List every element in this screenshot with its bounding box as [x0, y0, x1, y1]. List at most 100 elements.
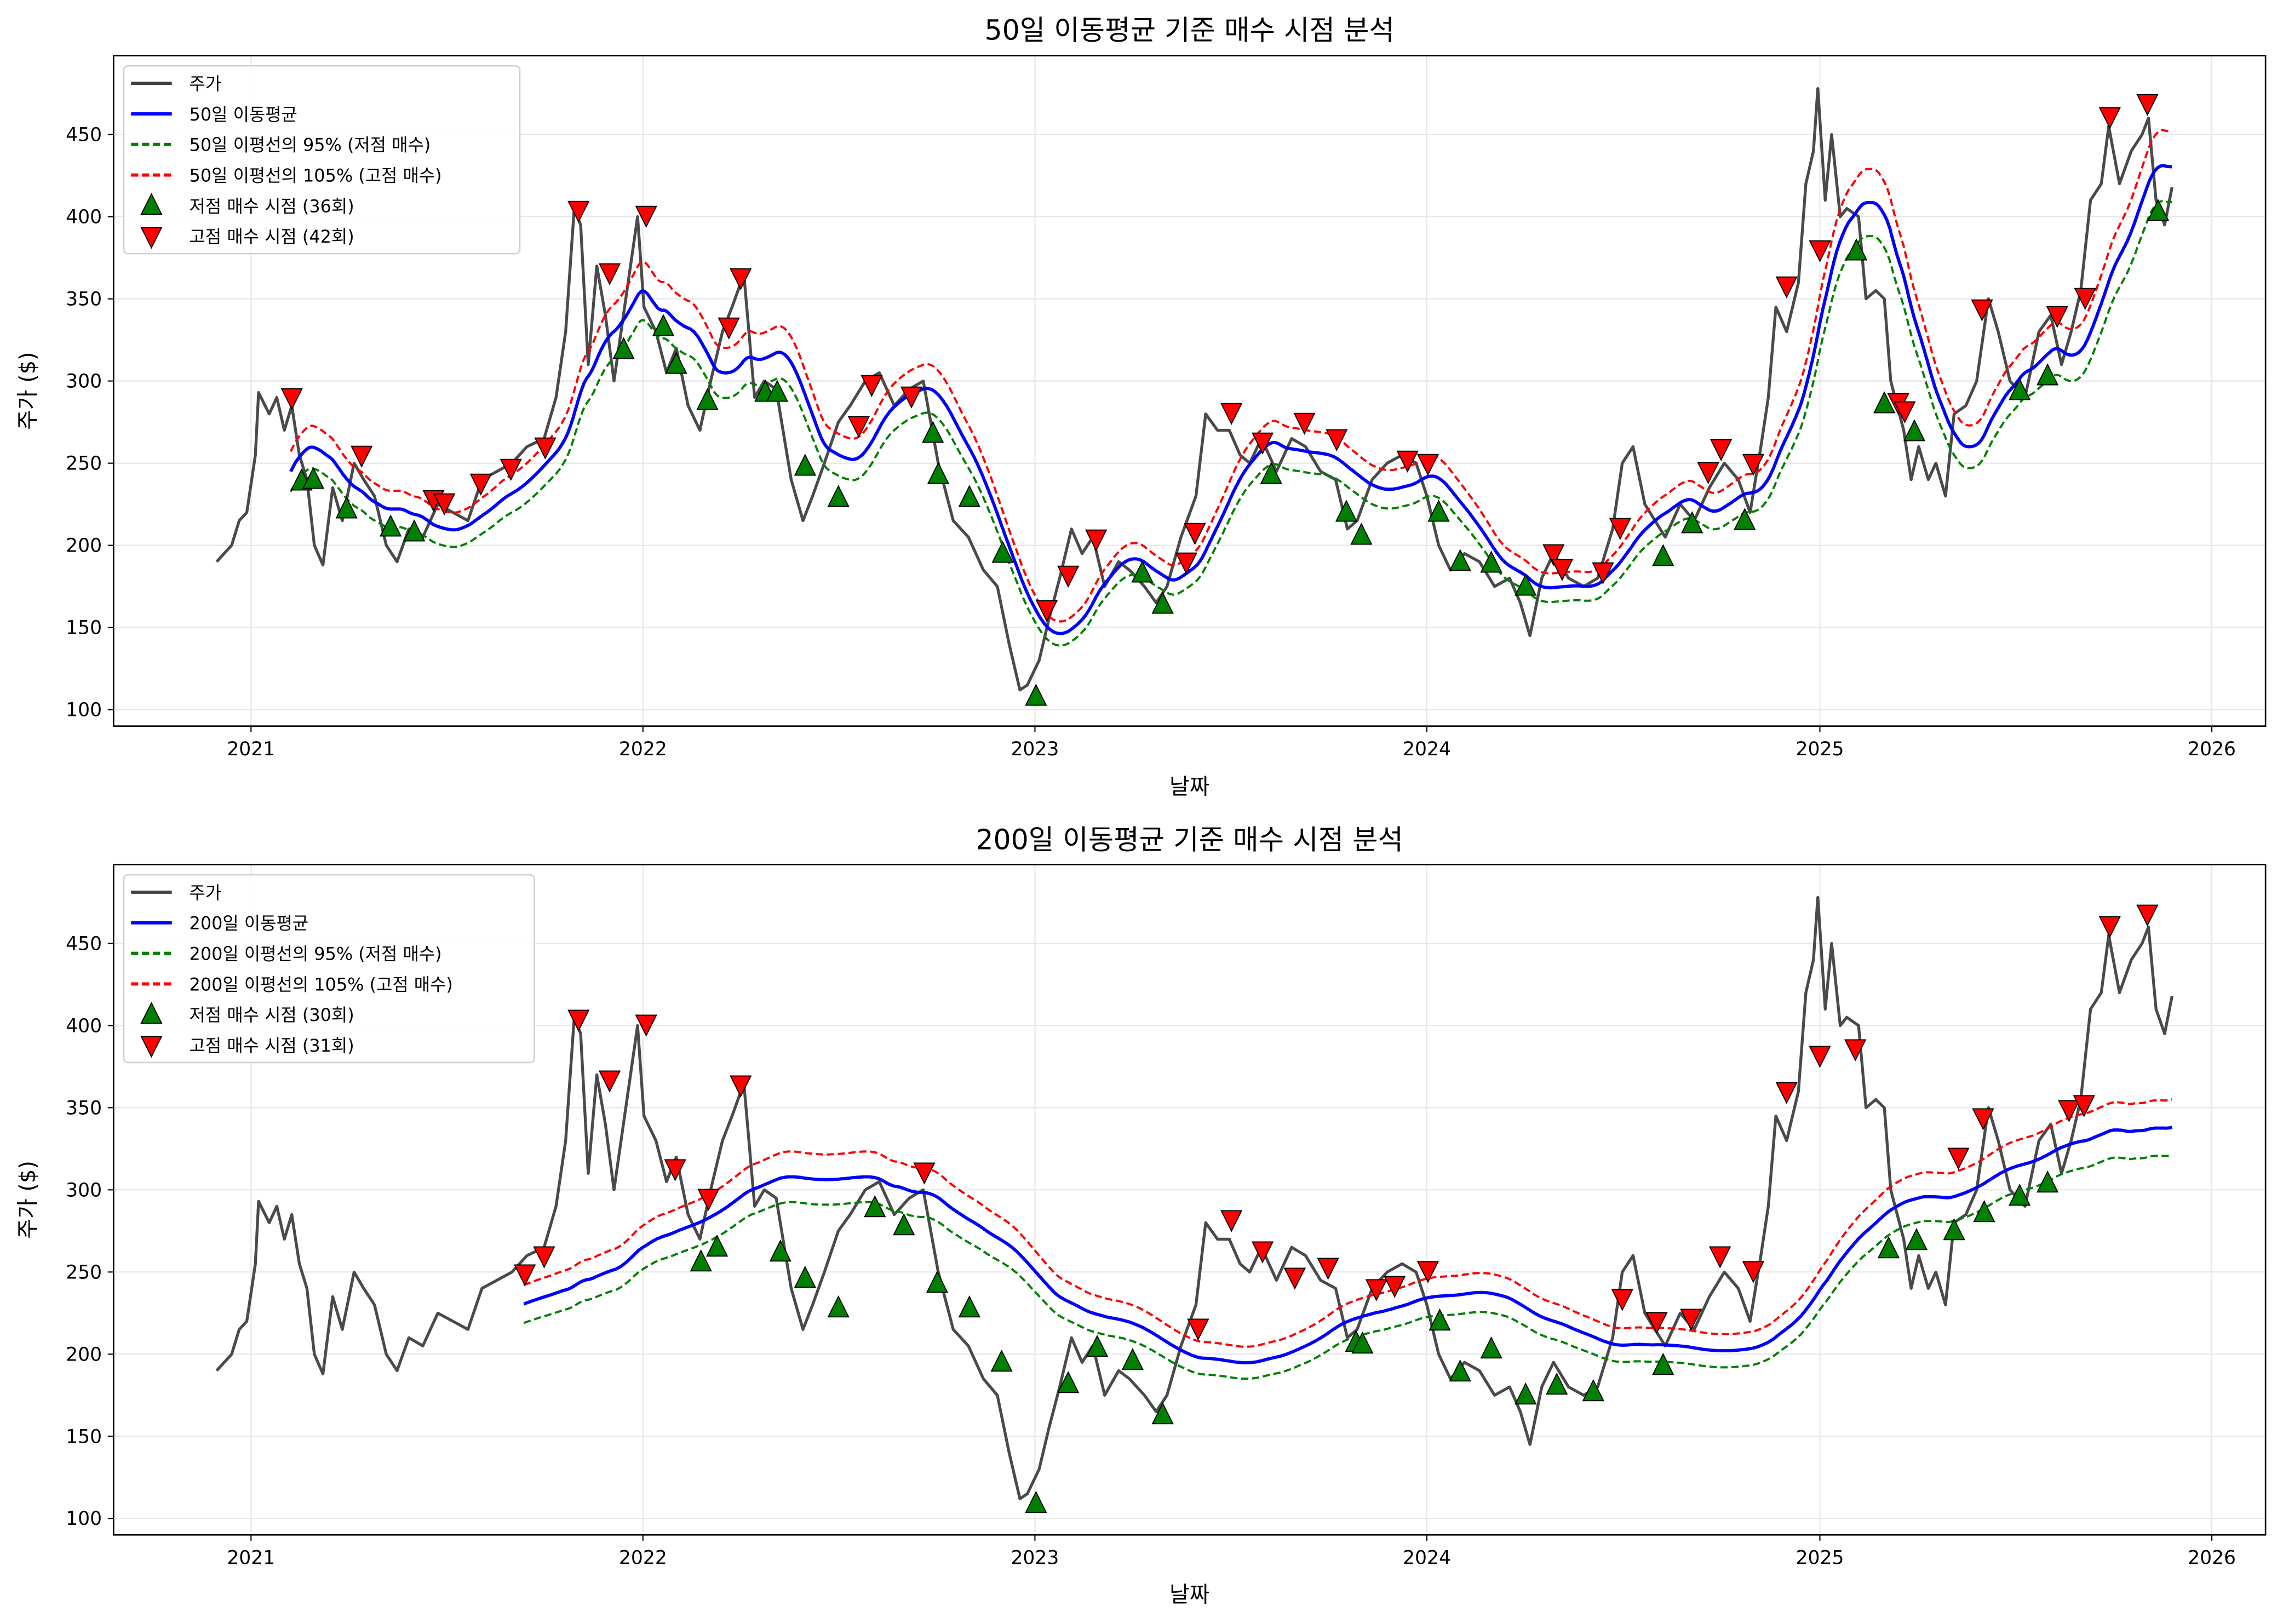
high-buy-marker — [1317, 1258, 1339, 1280]
high-buy-marker — [1971, 299, 1993, 322]
legend-ma: 200일 이동평균 — [131, 913, 308, 934]
high-buy-marker — [1057, 565, 1080, 588]
triangle-down-icon — [140, 227, 163, 249]
low-buy-marker — [1350, 523, 1373, 545]
lower-band-line — [290, 200, 2172, 647]
triangle-up-icon — [140, 193, 163, 215]
high-buy-marker — [567, 1009, 590, 1032]
high-buy-marker — [1775, 276, 1798, 299]
high-buy-marker — [1396, 450, 1419, 473]
high-buy-marker — [1035, 600, 1058, 622]
axes-frame — [113, 55, 2267, 727]
y-tick-label: 150 — [66, 617, 102, 639]
low-buy-marker — [1086, 1334, 1109, 1357]
legend-label: 200일 이평선의 95% (저점 매수) — [190, 944, 442, 965]
high-buy-marker — [1609, 518, 1631, 540]
low-buy-marker — [827, 1295, 850, 1318]
high-buy-marker — [847, 416, 870, 438]
legend-label: 고점 매수 시점 (42회) — [190, 226, 354, 247]
low-buy-marker — [690, 1249, 712, 1272]
high-buy-marker — [1384, 1276, 1406, 1298]
legend-upper-band: 50일 이평선의 105% (고점 매수) — [131, 165, 442, 186]
low-buy-marker — [1427, 500, 1450, 522]
y-tick-label: 300 — [66, 371, 102, 393]
legend-low-buy: 저점 매수 시점 (30회) — [140, 1001, 354, 1025]
high-buy-marker — [1710, 439, 1733, 461]
axes-frame — [113, 864, 2267, 1536]
high-buy-marker — [1365, 1279, 1387, 1301]
x-tick-label: 2024 — [1403, 738, 1451, 760]
low-buy-marker — [927, 462, 950, 484]
low-buy-marker — [827, 485, 850, 507]
high-buy-marker — [1645, 1312, 1668, 1334]
y-tick-label: 400 — [66, 1015, 102, 1037]
low-buy-marker — [1449, 549, 1471, 571]
low-buy-marker — [864, 1195, 886, 1218]
y-tick-label: 100 — [66, 1508, 102, 1530]
low-buy-marker — [696, 388, 719, 410]
price-line — [215, 87, 2174, 692]
x-tick-label: 2025 — [1796, 1547, 1844, 1569]
low-buy-marker — [1151, 1402, 1174, 1425]
low-buy-marker — [1515, 1382, 1537, 1405]
chart-title: 200일 이동평균 기준 매수 시점 분석 — [976, 823, 1403, 856]
high-buy-marker — [635, 1014, 657, 1037]
high-buy-marker — [2074, 288, 2096, 310]
x-tick-label: 2023 — [1011, 738, 1059, 760]
y-tick-label: 100 — [66, 699, 102, 721]
low-buy-marker — [893, 1213, 915, 1236]
high-buy-marker — [1416, 1261, 1439, 1283]
chart-title: 50일 이동평균 기준 매수 시점 분석 — [984, 14, 1395, 46]
y-tick-label: 250 — [66, 453, 102, 475]
low-buy-marker — [2037, 363, 2059, 386]
low-buy-marker — [2009, 1184, 2031, 1206]
low-buy-marker — [958, 485, 980, 507]
high-buy-marker — [913, 1162, 936, 1185]
legend-label: 200일 이평선의 105% (고점 매수) — [190, 974, 453, 995]
high-buy-marker — [861, 375, 883, 397]
high-buy-marker — [351, 445, 373, 468]
high-buy-marker — [1592, 562, 1614, 584]
legend-lower-band: 200일 이평선의 95% (저점 매수) — [131, 944, 442, 965]
low-buy-marker — [652, 314, 675, 336]
high-buy-marker — [598, 263, 621, 285]
legend-label: 주가 — [190, 73, 222, 94]
y-tick-label: 200 — [66, 1344, 102, 1365]
low-buy-marker — [403, 519, 426, 542]
low-buy-marker — [1845, 238, 1868, 261]
low-buy-marker — [302, 467, 325, 489]
low-buy-marker — [991, 541, 1014, 563]
high-buy-marker — [534, 437, 557, 460]
low-buy-marker — [1449, 1359, 1471, 1382]
low-buy-marker — [1057, 1370, 1080, 1393]
x-tick-label: 2022 — [619, 1547, 667, 1569]
high-buy-marker — [433, 493, 456, 515]
high-buy-marker — [1220, 403, 1243, 425]
low-buy-marker — [1905, 1228, 1928, 1250]
x-tick-label: 2023 — [1011, 1547, 1059, 1569]
upper-band-line — [523, 1098, 2172, 1348]
y-tick-label: 350 — [66, 1097, 102, 1119]
legend-box — [123, 874, 535, 1064]
legend-upper-band: 200일 이평선의 105% (고점 매수) — [131, 974, 453, 995]
x-tick-label: 2022 — [619, 738, 667, 760]
lower-band-line — [523, 1154, 2172, 1380]
low-buy-marker — [1515, 573, 1537, 596]
high-buy-marker — [1697, 462, 1719, 484]
high-buy-marker — [1175, 552, 1197, 575]
high-buy-marker — [598, 1070, 621, 1093]
triangle-up-icon — [140, 1001, 163, 1024]
legend-high-buy: 고점 매수 시점 (31회) — [140, 1035, 354, 1058]
low-buy-marker — [990, 1349, 1013, 1372]
high-buy-marker — [1251, 1241, 1274, 1264]
high-buy-marker — [1680, 1309, 1702, 1331]
legend-label: 50일 이평선의 95% (저점 매수) — [190, 135, 431, 156]
low-buy-marker — [2147, 199, 2170, 221]
y-tick-label: 350 — [66, 289, 102, 311]
legend-lower-band: 50일 이평선의 95% (저점 매수) — [131, 135, 431, 156]
y-tick-label: 400 — [66, 206, 102, 228]
high-buy-marker — [1809, 1046, 1831, 1068]
high-buy-marker — [1283, 1267, 1306, 1290]
high-buy-marker — [514, 1264, 536, 1287]
low-buy-marker — [794, 1266, 816, 1288]
